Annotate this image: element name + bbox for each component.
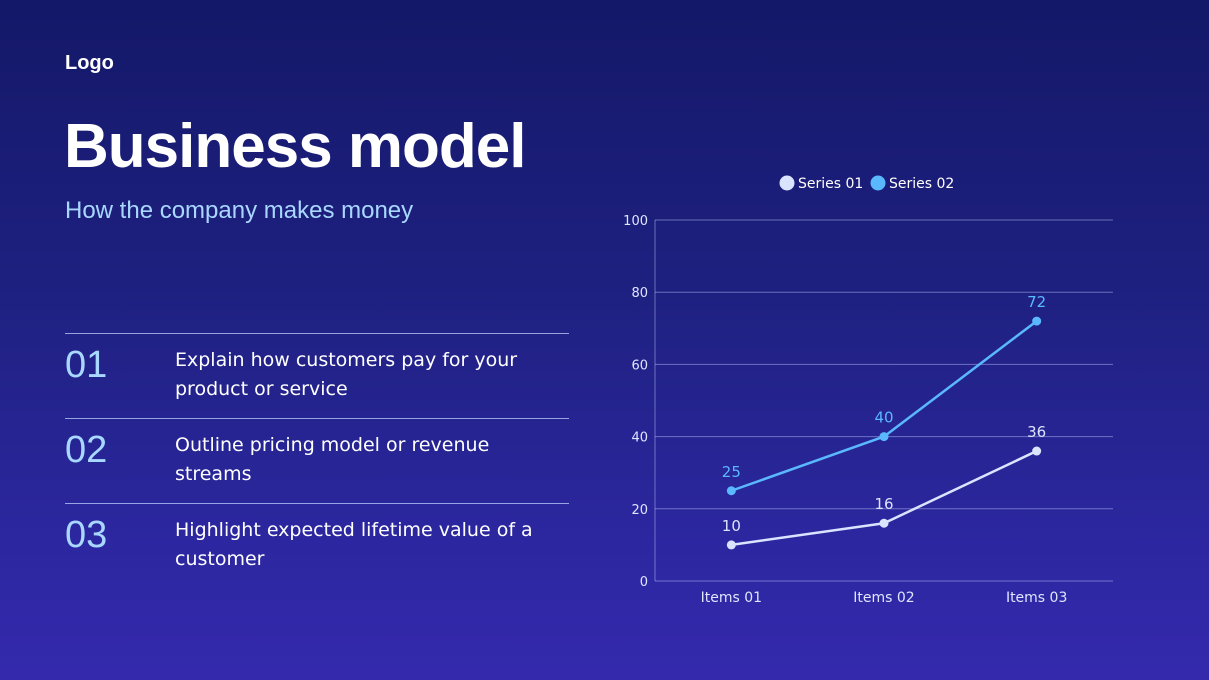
y-tick-label: 100 [623, 214, 648, 229]
data-point [726, 486, 736, 496]
data-label: 40 [874, 409, 893, 427]
item-number: 03 [65, 514, 108, 556]
line-chart: 0 20 40 60 80 100 Items 01 Items 02 Items 03 10 16… [623, 175, 1113, 606]
x-tick-label: Items 03 [1006, 590, 1067, 606]
data-label: 25 [722, 463, 741, 481]
item-text: Highlight expected lifetime value of a c… [175, 519, 533, 570]
data-label: 72 [1027, 293, 1046, 311]
x-tick-label: Items 01 [701, 590, 762, 606]
list-item: 03 Highlight expected lifetime value of … [65, 503, 569, 588]
logo: Logo [65, 52, 114, 74]
x-tick-label: Items 02 [853, 590, 914, 606]
page-title: Business model [64, 112, 526, 181]
data-point [879, 432, 889, 442]
item-number: 02 [65, 429, 108, 471]
legend-label: Series 01 [798, 176, 863, 192]
data-point [879, 518, 889, 528]
steps-list: 01 Explain how customers pay for your pr… [65, 333, 569, 588]
y-tick-label: 60 [631, 358, 648, 373]
series-line [730, 320, 1038, 492]
y-tick-label: 0 [640, 575, 648, 590]
page-subtitle: How the company makes money [65, 197, 414, 224]
item-text: Outline pricing model or revenue streams [175, 434, 490, 485]
data-point [1032, 446, 1042, 456]
data-label: 36 [1027, 423, 1046, 441]
data-label: 16 [874, 495, 893, 513]
y-tick-label: 40 [631, 431, 648, 446]
y-tick-label: 80 [631, 286, 648, 301]
item-text: Explain how customers pay for your produ… [175, 349, 518, 400]
data-point [726, 540, 736, 550]
item-number: 01 [65, 344, 108, 386]
legend-marker [779, 175, 795, 191]
legend-label: Series 02 [889, 176, 954, 192]
list-item: 01 Explain how customers pay for your pr… [65, 333, 569, 418]
legend-marker [870, 175, 886, 191]
y-tick-label: 20 [631, 503, 648, 518]
list-item: 02 Outline pricing model or revenue stre… [65, 418, 569, 503]
data-point [1032, 316, 1042, 326]
data-label: 10 [722, 517, 741, 535]
